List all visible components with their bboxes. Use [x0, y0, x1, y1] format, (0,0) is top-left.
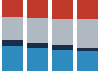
Bar — [2, 46, 23, 71]
Bar — [52, 45, 73, 50]
Bar — [77, 51, 98, 71]
Bar — [27, 43, 48, 48]
Bar — [2, 17, 23, 40]
Bar — [77, 48, 98, 51]
Bar — [77, 0, 98, 19]
Bar — [52, 0, 73, 19]
Bar — [27, 0, 48, 18]
Bar — [27, 18, 48, 43]
Bar — [52, 50, 73, 71]
Bar — [2, 40, 23, 46]
Bar — [77, 19, 98, 48]
Bar — [2, 0, 23, 17]
Bar — [27, 48, 48, 71]
Bar — [52, 19, 73, 45]
